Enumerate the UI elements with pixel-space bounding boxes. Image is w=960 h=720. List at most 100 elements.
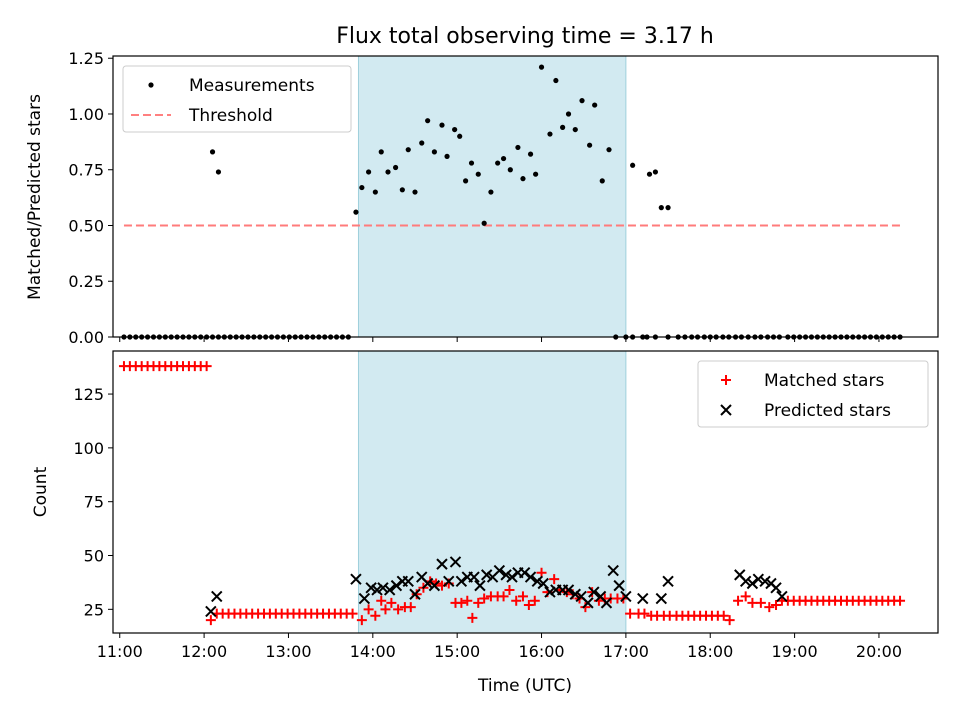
data-point: [771, 600, 782, 611]
legend-marker: [148, 82, 154, 88]
data-point: [637, 592, 649, 605]
data-point: [467, 612, 478, 623]
data-point: [390, 579, 403, 592]
data-point: [409, 588, 421, 600]
data-point: [402, 575, 414, 588]
data-point: [443, 575, 455, 588]
x-tick-label: 17:00: [603, 642, 649, 661]
y-tick-label: 0.50: [68, 216, 104, 235]
y-tick-label: 1.00: [68, 105, 104, 124]
data-point: [752, 573, 765, 585]
bottom-axes-frame: [112, 350, 939, 634]
data-point: [524, 571, 537, 583]
data-point: [372, 189, 378, 195]
data-point: [380, 604, 391, 615]
data-point: [724, 615, 735, 626]
data-point: [358, 592, 371, 605]
y-tick-label: 1.25: [68, 49, 104, 68]
data-point: [553, 77, 559, 84]
x-tick-label: 14:00: [350, 642, 396, 661]
data-point: [630, 162, 636, 168]
data-point: [625, 608, 636, 619]
data-point: [428, 579, 441, 592]
y-tick-label: 125: [73, 385, 104, 404]
y-tick-label: 50: [84, 547, 104, 566]
data-point: [582, 597, 594, 609]
data-point: [452, 126, 458, 133]
data-point: [746, 577, 759, 590]
data-point: [205, 605, 217, 618]
top-legend: Measurements Threshold: [122, 65, 352, 133]
data-point: [529, 595, 540, 606]
data-point: [363, 604, 374, 615]
data-point: [474, 579, 486, 592]
data-point: [655, 592, 668, 605]
y-tick-label: 0.00: [68, 328, 104, 347]
data-point: [504, 584, 515, 595]
data-point: [895, 595, 906, 606]
legend-box: [697, 360, 929, 428]
data-point: [377, 582, 389, 594]
y-tick-label: 100: [73, 439, 104, 458]
data-point: [479, 593, 490, 604]
x-tick-label: 12:00: [181, 642, 227, 661]
data-point: [209, 149, 216, 155]
data-point: [370, 610, 381, 621]
bottom-y-axis-label: Count: [31, 466, 51, 517]
data-point: [599, 178, 605, 184]
data-point: [201, 361, 212, 372]
data-point: [572, 126, 578, 133]
bottom-shaded-region: [357, 350, 627, 634]
legend-label: Predicted stars: [764, 401, 891, 421]
data-point: [431, 149, 437, 155]
data-point: [405, 147, 411, 153]
data-point: [468, 160, 475, 166]
data-point: [468, 571, 480, 583]
data-point: [580, 602, 591, 613]
data-point: [462, 595, 473, 606]
data-point: [488, 189, 494, 195]
data-point: [211, 590, 223, 603]
data-point: [739, 575, 752, 588]
data-point: [378, 149, 384, 155]
y-tick-label: 0.75: [68, 161, 104, 180]
data-point: [376, 595, 387, 606]
data-point: [498, 591, 509, 602]
data-point: [755, 597, 766, 608]
x-tick-label: 18:00: [687, 642, 733, 661]
data-point: [733, 595, 744, 606]
data-point: [607, 564, 619, 577]
data-point: [520, 176, 526, 182]
data-point: [511, 595, 522, 606]
data-point: [386, 597, 397, 608]
data-point: [356, 615, 367, 626]
data-point: [770, 582, 782, 594]
data-point: [740, 591, 751, 602]
data-point: [718, 610, 729, 621]
y-tick-label: 0.25: [68, 272, 104, 291]
data-point: [347, 608, 358, 619]
legend-box: [122, 65, 352, 133]
legend-label: Threshold: [188, 106, 273, 126]
data-point: [353, 209, 359, 215]
data-point: [527, 151, 534, 157]
data-point: [658, 205, 664, 211]
data-point: [405, 602, 416, 613]
data-point: [507, 167, 513, 173]
legend-label: Matched stars: [764, 371, 884, 391]
data-point: [350, 573, 362, 585]
bottom-panel: 25 50 75 100 125 11:00 12:00 13:00 14:00 15:00 16:…: [73, 350, 939, 661]
x-tick-label: 11:00: [97, 642, 143, 661]
data-point: [565, 111, 572, 117]
data-point: [560, 124, 566, 130]
data-point: [665, 205, 671, 211]
data-point: [523, 600, 534, 611]
data-point: [457, 133, 463, 139]
data-point: [662, 575, 674, 588]
data-point: [646, 171, 653, 177]
data-point: [436, 558, 448, 570]
data-point: [620, 590, 632, 603]
data-point: [421, 577, 434, 590]
data-point: [588, 586, 600, 598]
top-shaded-region: [357, 55, 627, 338]
